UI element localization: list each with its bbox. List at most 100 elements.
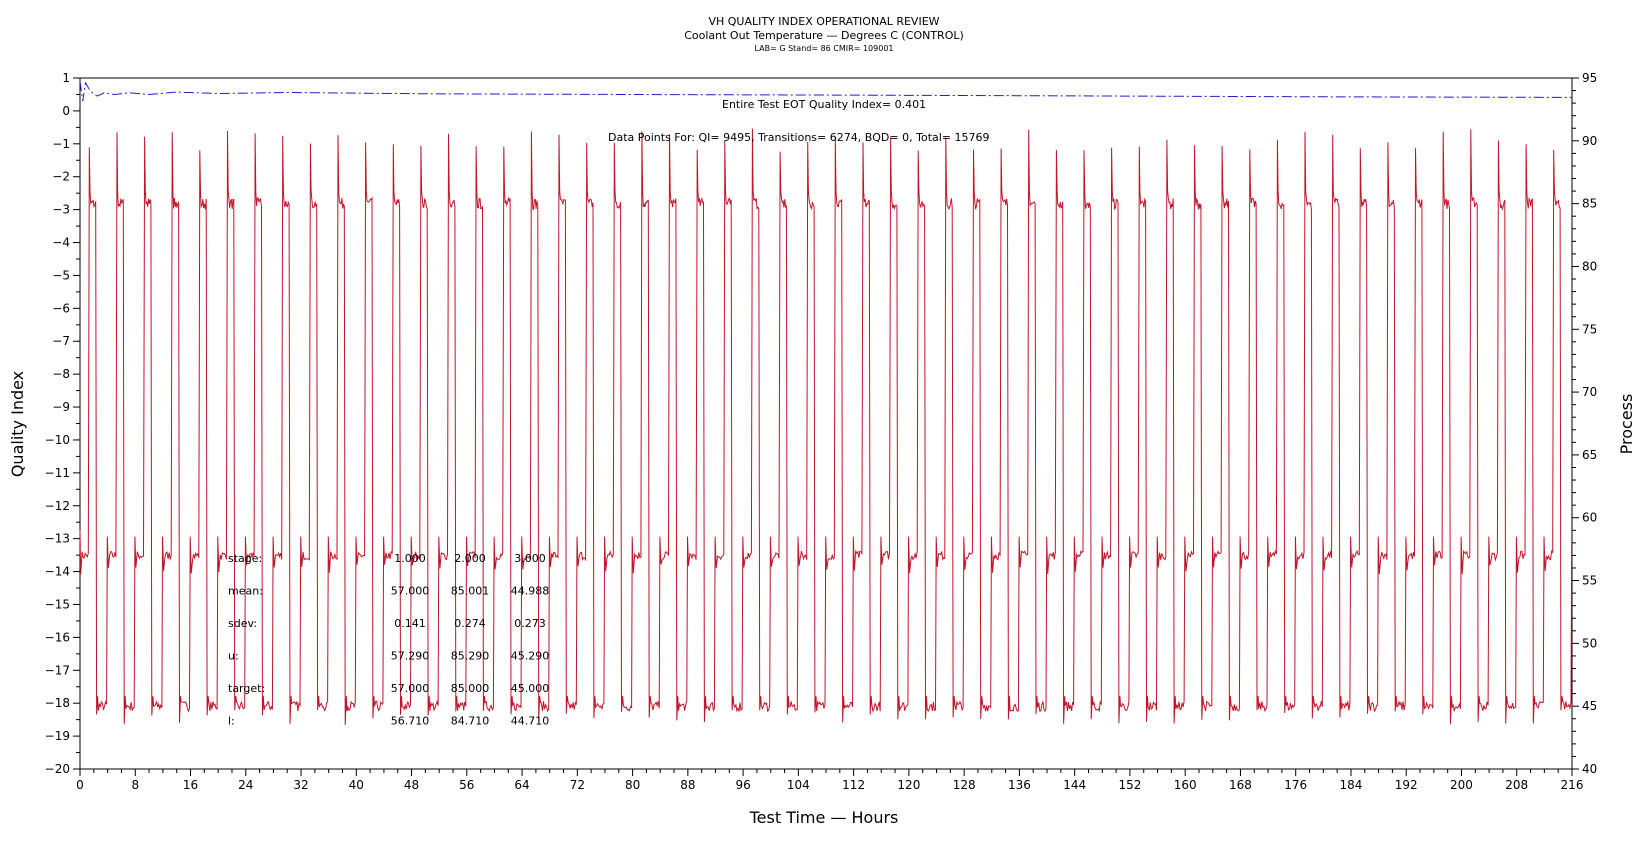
stats-row-value: 3.000 bbox=[514, 552, 546, 565]
x-tick-label: 128 bbox=[953, 778, 976, 792]
stats-row-value: 85.290 bbox=[451, 650, 490, 663]
y-left-tick-label: −18 bbox=[45, 696, 70, 710]
y-right-tick-label: 40 bbox=[1582, 762, 1597, 776]
y-axis-left: 1 0 −1 −2 −3 −4 −5 −6 −7 −8 −9 −10 −11 −12 −13 −14 −15 −1… bbox=[45, 71, 80, 776]
y-right-tick-label: 90 bbox=[1582, 134, 1597, 148]
y-axis-right-label: Process bbox=[1617, 394, 1636, 455]
x-tick-label: 136 bbox=[1008, 778, 1031, 792]
stats-row-value: 84.710 bbox=[451, 715, 490, 728]
stats-row-value: 2.000 bbox=[454, 552, 486, 565]
chart-title: VH QUALITY INDEX OPERATIONAL REVIEW bbox=[708, 15, 939, 28]
y-right-tick-label: 60 bbox=[1582, 511, 1597, 525]
plot-frame bbox=[79, 77, 1573, 770]
y-right-tick-label: 55 bbox=[1582, 574, 1597, 588]
x-tick-label: 88 bbox=[680, 778, 695, 792]
stats-row-value: 0.141 bbox=[394, 617, 426, 630]
process-temperature-line bbox=[79, 128, 1573, 726]
y-left-tick-label: −3 bbox=[52, 203, 70, 217]
stats-row-value: 85.000 bbox=[451, 682, 490, 695]
stats-row-value: 57.000 bbox=[391, 682, 430, 695]
x-tick-label: 64 bbox=[514, 778, 529, 792]
stats-row-label: stage: bbox=[228, 552, 262, 565]
y-right-tick-label: 85 bbox=[1582, 197, 1597, 211]
y-left-tick-label: −6 bbox=[52, 301, 70, 315]
y-left-tick-label: −7 bbox=[52, 334, 70, 348]
x-tick-label: 160 bbox=[1174, 778, 1197, 792]
y-left-tick-label: −14 bbox=[45, 565, 70, 579]
x-tick-label: 192 bbox=[1395, 778, 1418, 792]
x-tick-label: 144 bbox=[1063, 778, 1086, 792]
x-tick-label: 168 bbox=[1229, 778, 1252, 792]
x-tick-label: 112 bbox=[842, 778, 865, 792]
x-tick-label: 152 bbox=[1118, 778, 1141, 792]
y-left-tick-label: −9 bbox=[52, 400, 70, 414]
x-tick-label: 32 bbox=[293, 778, 308, 792]
x-tick-label: 72 bbox=[570, 778, 585, 792]
stats-row-label: l: bbox=[228, 715, 235, 728]
stats-row-label: sdev: bbox=[228, 617, 257, 630]
y-left-tick-label: −11 bbox=[45, 466, 70, 480]
chart-subtitle-2: LAB= G Stand= 86 CMIR= 109001 bbox=[754, 44, 893, 53]
stats-row-value: 56.710 bbox=[391, 715, 430, 728]
y-left-tick-label: −10 bbox=[45, 433, 70, 447]
stats-row-label: u: bbox=[228, 650, 239, 663]
stats-row-value: 44.988 bbox=[511, 585, 550, 598]
stats-row-label: mean: bbox=[228, 585, 263, 598]
y-right-tick-label: 70 bbox=[1582, 385, 1597, 399]
x-tick-label: 16 bbox=[183, 778, 198, 792]
y-right-tick-label: 50 bbox=[1582, 636, 1597, 650]
chart-subtitle: Coolant Out Temperature — Degrees C (CON… bbox=[684, 29, 964, 42]
y-left-tick-label: −16 bbox=[45, 630, 70, 644]
x-tick-label: 80 bbox=[625, 778, 640, 792]
y-left-tick-label: −8 bbox=[52, 367, 70, 381]
x-axis: 0 8 16 24 32 40 48 56 64 72 80 88 96 104 112 120 128 136 1… bbox=[76, 769, 1583, 792]
data-points-annotation: Data Points For: QI= 9495, Transitions= … bbox=[608, 131, 990, 144]
y-right-tick-label: 75 bbox=[1582, 322, 1597, 336]
stats-row-value: 44.710 bbox=[511, 715, 550, 728]
y-right-tick-label: 95 bbox=[1582, 71, 1597, 85]
x-tick-label: 56 bbox=[459, 778, 474, 792]
y-left-tick-label: −1 bbox=[52, 137, 70, 151]
x-tick-label: 24 bbox=[238, 778, 253, 792]
stats-row-value: 57.000 bbox=[391, 585, 430, 598]
stats-table: stage: 1.000 2.000 3.000 mean: 57.000 85.001 44… bbox=[228, 552, 549, 728]
x-tick-label: 208 bbox=[1505, 778, 1528, 792]
x-tick-label: 96 bbox=[735, 778, 750, 792]
y-right-tick-label: 80 bbox=[1582, 259, 1597, 273]
y-axis-right: 95 90 85 80 75 70 65 60 55 50 45 40 bbox=[1572, 71, 1597, 776]
stats-row-value: 85.001 bbox=[451, 585, 490, 598]
stats-row-value: 0.274 bbox=[454, 617, 486, 630]
quality-index-annotation: Entire Test EOT Quality Index= 0.401 bbox=[722, 98, 926, 111]
stats-row-value: 45.290 bbox=[511, 650, 550, 663]
x-tick-label: 48 bbox=[404, 778, 419, 792]
y-right-tick-label: 45 bbox=[1582, 699, 1597, 713]
x-tick-label: 216 bbox=[1561, 778, 1584, 792]
x-tick-label: 8 bbox=[131, 778, 139, 792]
y-left-tick-label: 0 bbox=[62, 104, 70, 118]
plot-area bbox=[79, 77, 1573, 770]
y-left-tick-label: −13 bbox=[45, 532, 70, 546]
x-tick-label: 0 bbox=[76, 778, 84, 792]
x-axis-label: Test Time — Hours bbox=[749, 808, 899, 827]
y-left-tick-label: 1 bbox=[62, 71, 70, 85]
y-left-tick-label: −20 bbox=[45, 762, 70, 776]
x-tick-label: 40 bbox=[349, 778, 364, 792]
y-left-tick-label: −12 bbox=[45, 499, 70, 513]
stats-row-value: 0.273 bbox=[514, 617, 546, 630]
x-tick-label: 184 bbox=[1340, 778, 1363, 792]
y-left-tick-label: −2 bbox=[52, 170, 70, 184]
quality-index-line bbox=[79, 81, 1573, 102]
y-left-tick-label: −4 bbox=[52, 236, 70, 250]
x-tick-label: 104 bbox=[787, 778, 810, 792]
x-tick-label: 200 bbox=[1450, 778, 1473, 792]
stats-row-label: target: bbox=[228, 682, 265, 695]
x-tick-label: 120 bbox=[897, 778, 920, 792]
y-left-tick-label: −19 bbox=[45, 729, 70, 743]
stats-row-value: 1.000 bbox=[394, 552, 426, 565]
y-left-tick-label: −5 bbox=[52, 268, 70, 282]
x-tick-label: 176 bbox=[1284, 778, 1307, 792]
y-right-tick-label: 65 bbox=[1582, 448, 1597, 462]
y-axis-left-label: Quality Index bbox=[8, 371, 27, 477]
y-left-tick-label: −15 bbox=[45, 597, 70, 611]
